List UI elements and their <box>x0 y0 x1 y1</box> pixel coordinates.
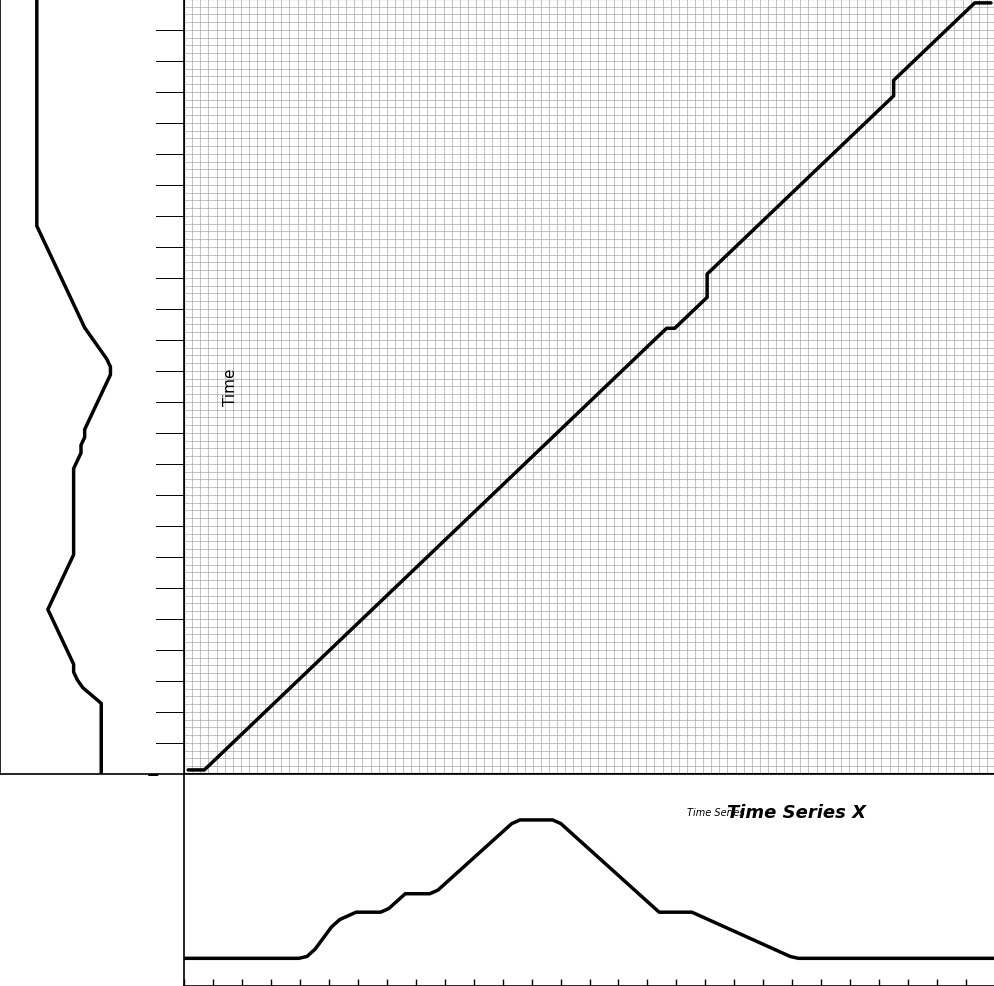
Text: $i$: $i$ <box>580 799 588 819</box>
Text: Time Series: Time Series <box>686 808 744 817</box>
Text: |X|: |X| <box>977 799 994 818</box>
Text: |Y|: |Y| <box>134 0 159 14</box>
Text: 1: 1 <box>145 760 159 780</box>
Text: $j$: $j$ <box>148 379 159 403</box>
Text: Time Series X: Time Series X <box>727 804 866 821</box>
Text: 1: 1 <box>181 799 195 818</box>
Text: Time: Time <box>223 369 238 405</box>
